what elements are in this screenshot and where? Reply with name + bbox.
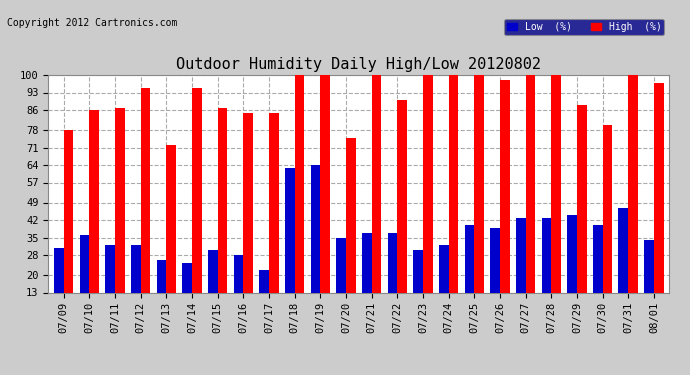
Bar [208,250,217,325]
Legend: Low  (%), High  (%): Low (%), High (%) [504,19,664,35]
Bar [542,217,551,325]
Bar [115,108,125,325]
Bar [577,105,586,325]
Bar [490,228,500,325]
Bar [166,145,176,325]
Bar [79,235,90,325]
Bar [618,207,628,325]
Bar [217,108,228,325]
Bar [644,240,654,325]
Bar [567,215,577,325]
Bar [413,250,423,325]
Bar [388,232,397,325]
Bar [551,75,561,325]
Bar [593,225,602,325]
Bar [464,225,474,325]
Bar [192,87,201,325]
Text: Copyright 2012 Cartronics.com: Copyright 2012 Cartronics.com [7,18,177,28]
Title: Outdoor Humidity Daily High/Low 20120802: Outdoor Humidity Daily High/Low 20120802 [177,57,541,72]
Bar [182,262,192,325]
Bar [448,75,458,325]
Bar [474,75,484,325]
Bar [131,245,141,325]
Bar [244,112,253,325]
Bar [423,75,433,325]
Bar [372,75,382,325]
Bar [654,82,664,325]
Bar [295,75,304,325]
Bar [54,248,63,325]
Bar [320,75,330,325]
Bar [234,255,244,325]
Bar [285,168,295,325]
Bar [259,270,269,325]
Bar [516,217,526,325]
Bar [500,80,510,325]
Bar [439,245,449,325]
Bar [141,87,150,325]
Bar [526,75,535,325]
Bar [157,260,166,325]
Bar [628,75,638,325]
Bar [90,110,99,325]
Bar [310,165,320,325]
Bar [63,130,73,325]
Bar [346,138,356,325]
Bar [269,112,279,325]
Bar [397,100,407,325]
Bar [602,125,612,325]
Bar [362,232,372,325]
Bar [336,237,346,325]
Bar [106,245,115,325]
